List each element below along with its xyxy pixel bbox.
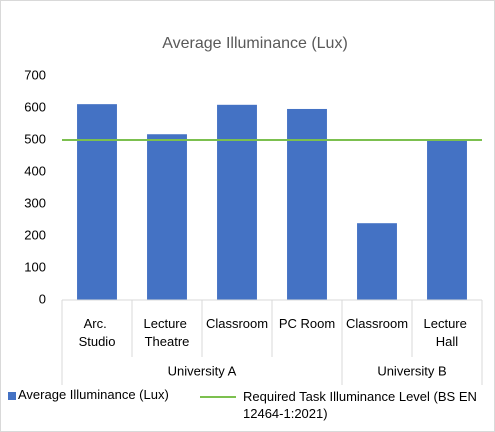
x-tick-label: Lecture Theatre <box>144 316 191 349</box>
legend-label: Average Illuminance (Lux) <box>18 387 169 402</box>
x-tick-label: Lecture Hall <box>424 316 471 349</box>
x-tick-label: Arc. Studio <box>79 316 116 349</box>
legend-label: Required Task Illuminance Level (BS EN 1… <box>243 389 481 421</box>
y-tick-label: 300 <box>24 195 46 210</box>
y-tick-label: 500 <box>24 131 46 146</box>
y-tick-label: 700 <box>24 67 46 82</box>
x-tick-label: Classroom <box>346 316 408 331</box>
y-tick-label: 600 <box>24 99 46 114</box>
bar <box>77 104 117 300</box>
group-label: University B <box>377 363 446 378</box>
bar <box>287 108 327 301</box>
chart-title: Average Illuminance (Lux) <box>162 35 348 52</box>
y-tick-label: 400 <box>24 163 46 178</box>
y-tick-label: 0 <box>39 291 46 306</box>
bar <box>427 139 467 300</box>
bar <box>217 104 257 300</box>
y-tick-label: 200 <box>24 227 46 242</box>
y-tick-label: 100 <box>24 259 46 274</box>
legend-swatch <box>8 392 16 400</box>
bar <box>147 134 187 300</box>
group-label: University A <box>168 363 237 378</box>
x-tick-label: Classroom <box>206 316 268 331</box>
bar <box>357 223 397 300</box>
x-tick-label: PC Room <box>279 316 335 331</box>
